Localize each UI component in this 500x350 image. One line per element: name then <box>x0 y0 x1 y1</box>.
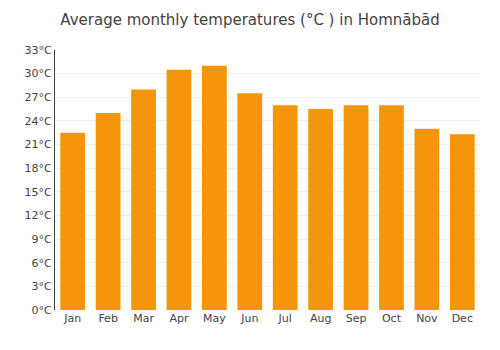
svg-text:6°C: 6°C <box>32 257 52 270</box>
svg-text:30°C: 30°C <box>25 67 52 80</box>
svg-text:27°C: 27°C <box>25 91 52 104</box>
svg-text:18°C: 18°C <box>25 162 52 175</box>
svg-text:Apr: Apr <box>169 312 189 325</box>
svg-text:9°C: 9°C <box>32 233 52 246</box>
svg-text:24°C: 24°C <box>25 115 52 128</box>
svg-text:Aug: Aug <box>310 312 331 325</box>
svg-text:Average monthly temperatures (: Average monthly temperatures (°C ) in Ho… <box>60 11 439 29</box>
svg-text:May: May <box>203 312 226 325</box>
svg-text:Nov: Nov <box>416 312 438 325</box>
svg-text:0°C: 0°C <box>32 304 52 317</box>
svg-text:Jun: Jun <box>240 312 258 325</box>
svg-text:21°C: 21°C <box>25 138 52 151</box>
svg-text:Mar: Mar <box>133 312 154 325</box>
svg-text:33°C: 33°C <box>25 44 52 57</box>
svg-text:Jan: Jan <box>63 312 81 325</box>
svg-text:Dec: Dec <box>452 312 473 325</box>
svg-text:Jul: Jul <box>278 312 292 325</box>
svg-text:Feb: Feb <box>98 312 117 325</box>
svg-text:3°C: 3°C <box>32 280 52 293</box>
svg-text:Oct: Oct <box>382 312 402 325</box>
svg-text:12°C: 12°C <box>25 209 52 222</box>
svg-text:15°C: 15°C <box>25 186 52 199</box>
svg-text:Sep: Sep <box>346 312 367 325</box>
